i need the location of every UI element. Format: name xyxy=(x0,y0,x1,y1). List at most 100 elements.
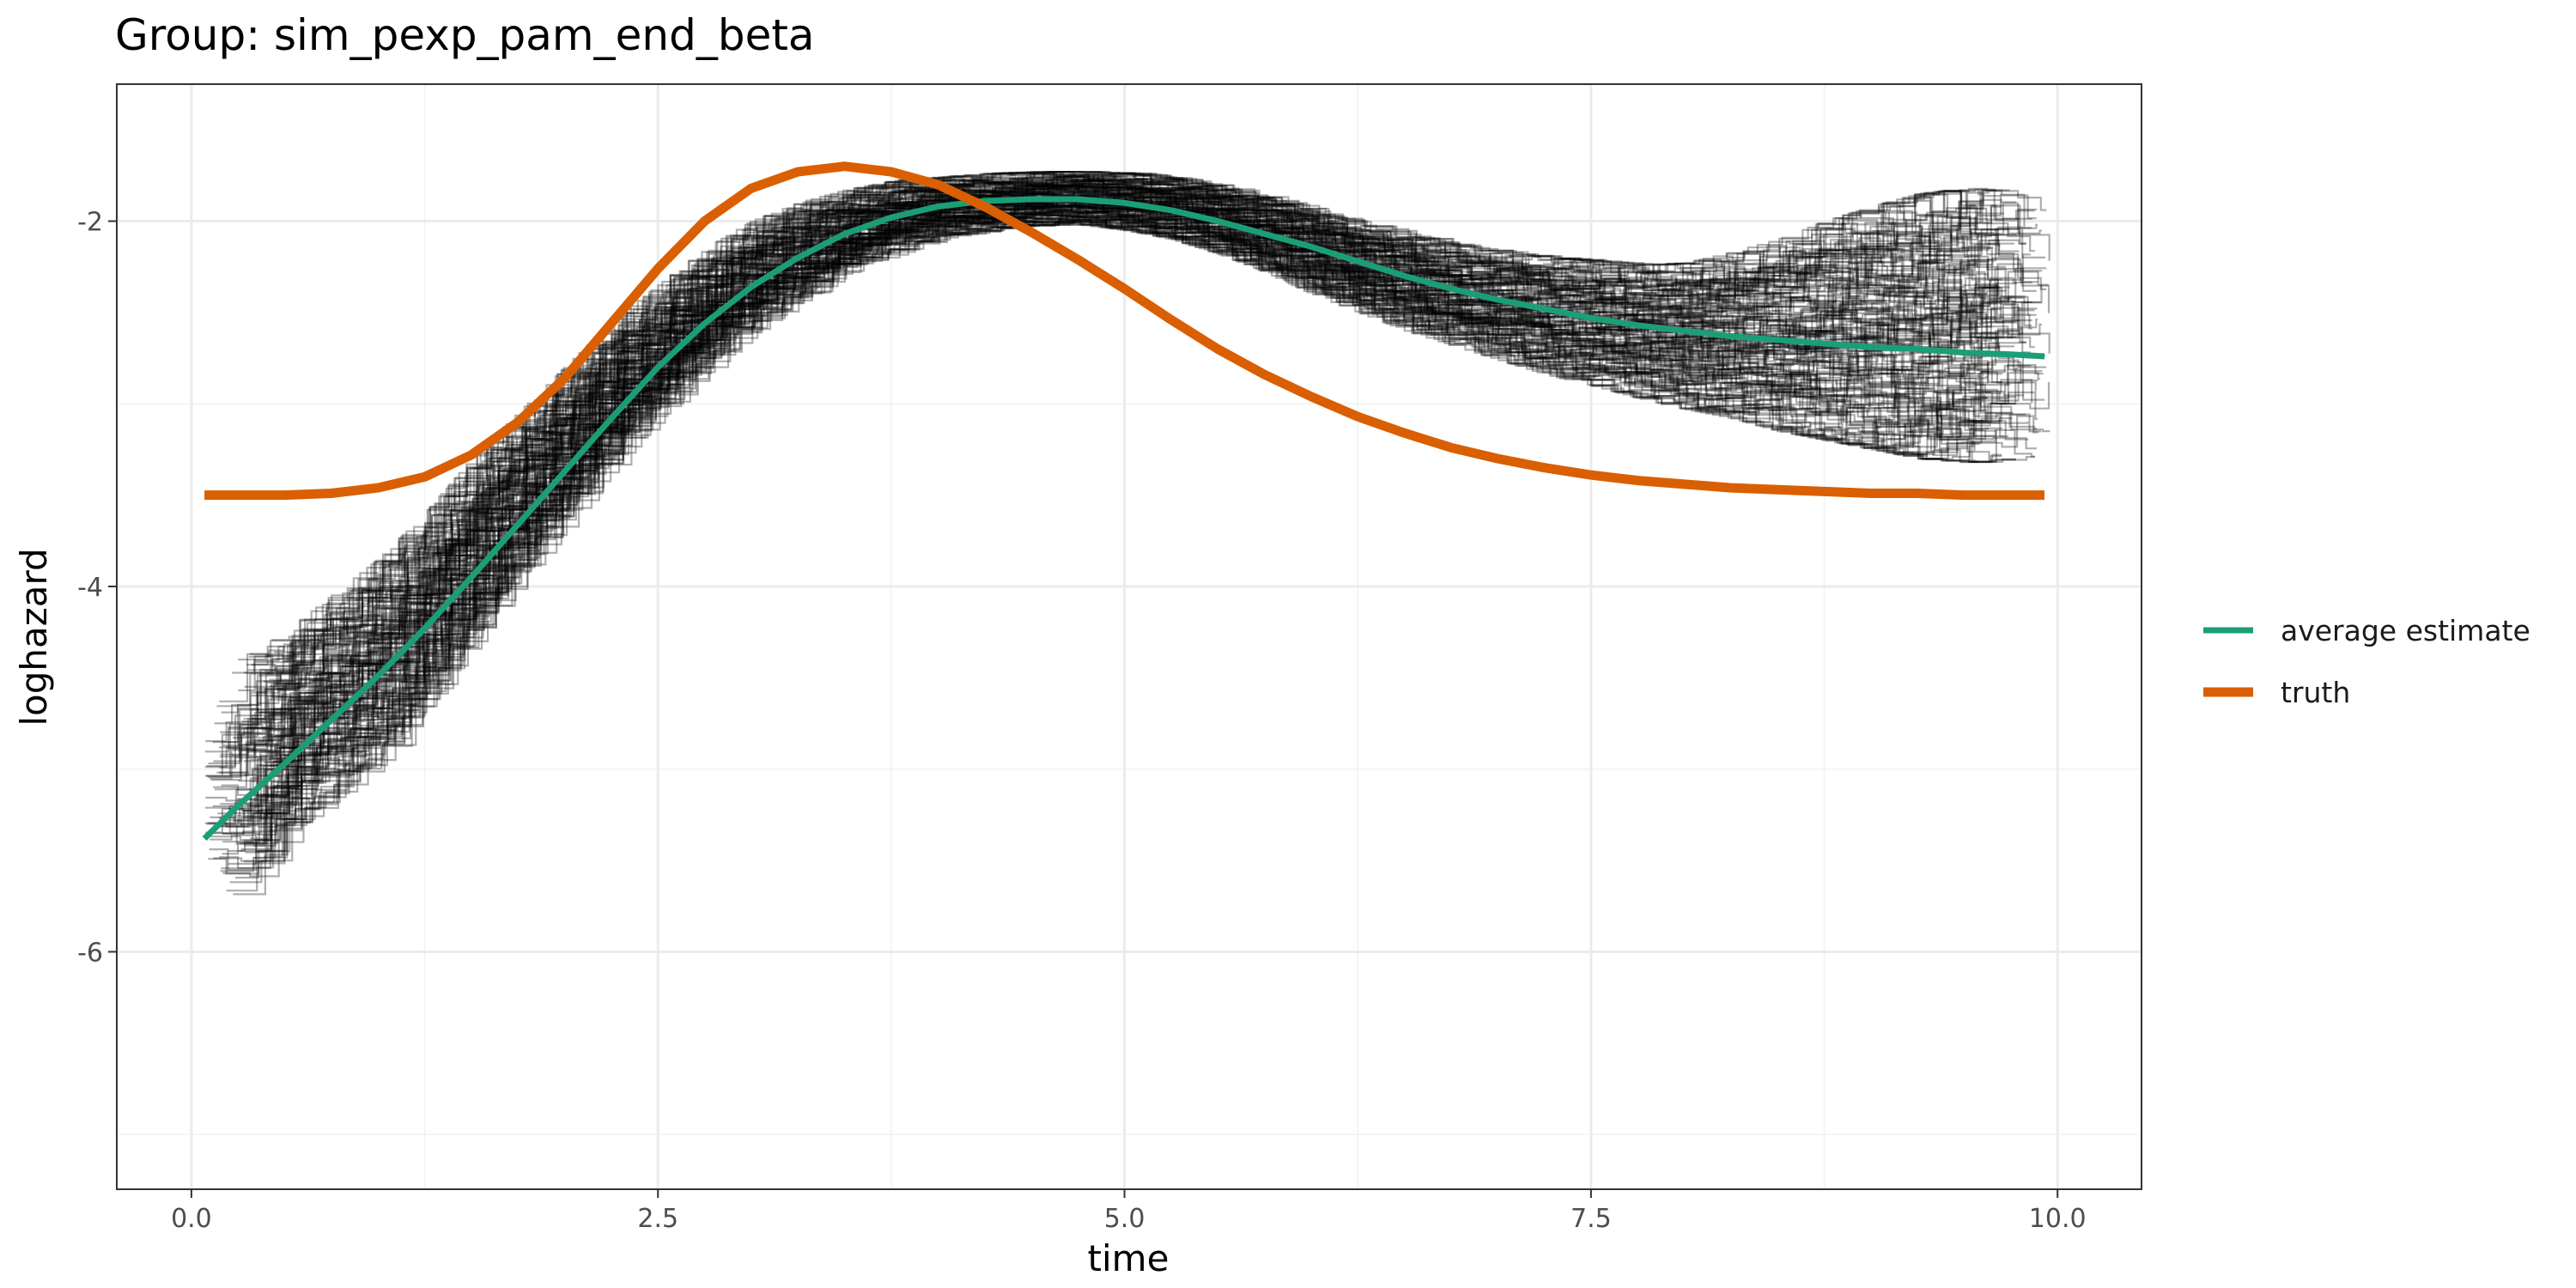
simulation-run-line xyxy=(214,185,1990,791)
simulation-run-line xyxy=(269,209,2002,832)
simulation-run-line xyxy=(267,210,2009,817)
simulation-run-line xyxy=(222,211,1987,835)
simulation-run-line xyxy=(266,179,2002,674)
simulation-run-line xyxy=(243,193,2038,762)
simulation-run-line xyxy=(242,207,1984,817)
simulation-run-line xyxy=(273,185,2010,686)
simulation-run-line xyxy=(233,213,2042,896)
simulation-run-line xyxy=(241,174,2017,730)
simulation-run-line xyxy=(263,174,1985,683)
simulation-run-line xyxy=(222,188,2007,744)
simulation-run-line xyxy=(242,183,2031,723)
x-tick-label: 2.5 xyxy=(637,1204,678,1234)
simulation-run-line xyxy=(242,178,2032,734)
simulation-run-line xyxy=(268,185,1978,716)
simulation-run-line xyxy=(222,207,2002,878)
simulation-run-line xyxy=(219,186,2014,758)
plot-panel-border xyxy=(116,83,2142,1190)
x-axis-title: time xyxy=(1088,1237,1170,1279)
simulation-run-line xyxy=(243,211,1996,841)
simulation-run-line xyxy=(221,201,2029,870)
simulation-run-line xyxy=(206,179,1979,768)
series-lines xyxy=(202,161,2045,841)
simulation-run-line xyxy=(264,178,2026,672)
simulation-run-line xyxy=(228,211,1976,853)
simulation-run-line xyxy=(232,208,1988,815)
simulation-run-line xyxy=(220,181,2042,733)
simulation-run-line xyxy=(229,216,2016,884)
simulation-run-line xyxy=(274,185,1985,714)
axes: 0.0 2.5 5.0 7.5 10.0 -6 -4 -2 xyxy=(77,208,2087,1234)
simulation-run-line xyxy=(253,214,1980,848)
simulation-run-line xyxy=(222,208,2007,827)
simulation-run-line xyxy=(222,209,2044,843)
simulation-run-line xyxy=(220,218,2038,872)
simulation-run-line xyxy=(273,204,1990,760)
simulation-run-line xyxy=(252,179,2045,666)
simulation-run-line xyxy=(232,173,1978,739)
simulation-run-line xyxy=(204,178,2014,769)
y-tick-label: -4 xyxy=(77,573,103,603)
simulation-run-line xyxy=(243,202,2016,820)
simulation-run-line xyxy=(276,207,2038,787)
simulation-run-line xyxy=(222,173,1990,747)
simulation-run-line xyxy=(252,188,2019,725)
simulation-run-line xyxy=(204,171,2002,753)
simulation-run-line xyxy=(239,215,1990,852)
simulation-run-line xyxy=(228,185,2032,730)
simulation-run-line xyxy=(214,171,1990,725)
simulation-run-line xyxy=(208,177,2026,778)
simulation-run-line xyxy=(234,218,2013,879)
simulation-run-line xyxy=(249,191,2001,742)
simulation-run-line xyxy=(240,205,2032,845)
simulation-run-line xyxy=(250,204,1991,808)
simulation-run-line xyxy=(219,185,2012,769)
simulation-run-line xyxy=(257,184,2014,705)
simulation-run-line xyxy=(266,198,2002,754)
simulation-run-line xyxy=(276,196,2050,690)
simulation-run-line xyxy=(222,218,2029,855)
simulation-run-line xyxy=(253,210,2035,841)
simulation-run-line xyxy=(248,172,2032,658)
series-line-average-estimate xyxy=(202,196,2045,841)
simulation-run-line xyxy=(240,215,1980,850)
y-tick-label: -2 xyxy=(77,208,103,238)
simulation-run-line xyxy=(242,216,2038,835)
simulation-run-line xyxy=(205,195,2016,778)
simulation-run-line xyxy=(271,209,2026,806)
simulation-run-line xyxy=(258,208,1995,820)
simulation-run-line xyxy=(213,191,2049,788)
simulation-run-line xyxy=(252,181,2042,720)
simulation-run-line xyxy=(210,181,2041,780)
simulation-run-line xyxy=(242,204,2031,812)
simulation-run-line xyxy=(248,192,2032,744)
simulation-run-line xyxy=(271,171,2043,641)
y-axis-title: loghazard xyxy=(13,548,55,726)
simulation-run-line xyxy=(238,182,2020,782)
plot-background xyxy=(117,84,2142,1189)
simulation-run-line xyxy=(228,204,2002,866)
simulation-run-line xyxy=(210,208,1990,822)
simulation-run-line xyxy=(255,175,2035,674)
simulation-run-line xyxy=(222,210,2033,835)
simulation-run-line xyxy=(213,182,2038,762)
legend: average estimate truth xyxy=(2203,614,2530,709)
simulation-run-line xyxy=(277,199,2018,765)
series-line-truth xyxy=(204,161,2044,501)
simulation-run-line xyxy=(243,217,2022,863)
simulation-run-line xyxy=(208,199,1988,824)
simulation-run-line xyxy=(274,192,2037,731)
simulation-run-line xyxy=(250,222,1979,840)
simulation-run-line xyxy=(220,185,2035,756)
simulation-run-line xyxy=(277,178,2018,690)
simulation-run-line xyxy=(251,196,1978,782)
simulation-run-line xyxy=(277,180,2033,698)
simulation-run-line xyxy=(244,173,1997,688)
x-tick-label: 10.0 xyxy=(2029,1204,2087,1234)
simulation-run-line xyxy=(238,171,2020,692)
simulation-run-line xyxy=(238,185,1978,746)
simulation-run-line xyxy=(206,199,1979,825)
simulation-run-line xyxy=(218,192,2001,749)
